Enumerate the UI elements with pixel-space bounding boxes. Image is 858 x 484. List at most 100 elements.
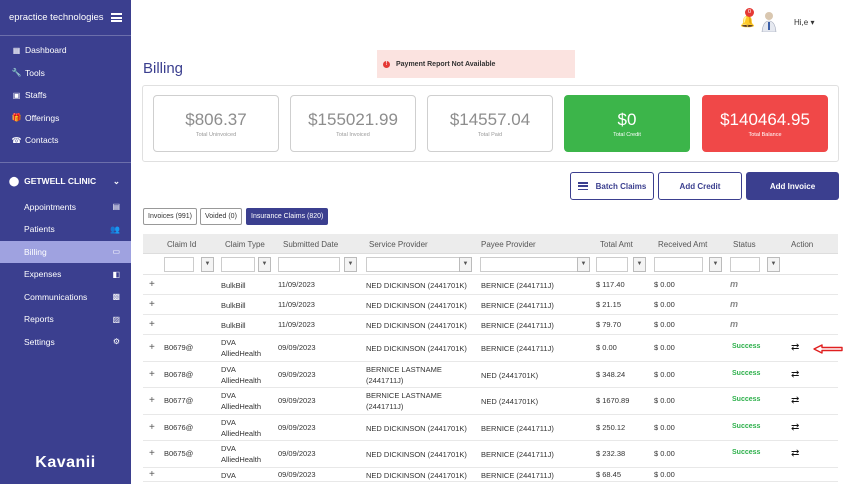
claim-type-filter-input[interactable] [221,257,255,272]
col-status-header[interactable]: Status [733,240,756,249]
sidebar-item-reports[interactable]: Reports ▨ [0,308,131,331]
sidebar-item-expenses[interactable]: Expenses ◧ [0,263,131,286]
filter-icon[interactable]: ▼ [201,257,214,272]
submitted-date: 09/09/2023 [278,449,316,458]
expand-row-icon[interactable]: + [149,448,155,459]
expand-row-icon[interactable]: + [149,319,155,330]
sidebar-item-billing[interactable]: Billing ▭ [0,240,131,263]
filter-icon[interactable]: ▼ [459,257,472,272]
filter-icon[interactable]: ▼ [344,257,357,272]
payee-provider-line: BERNICE (2441711J) [481,423,554,433]
filter-icon[interactable]: ▼ [258,257,271,272]
table-row: + B0676@ DVA AlliedHealth 09/09/2023 NED DICK… [143,415,838,441]
transfer-action-icon[interactable]: ⇄ [791,368,800,380]
total-amt: $ 117.40 [596,280,625,289]
clinic-selector[interactable]: ⬤ GETWELL CLINIC ⌄ [0,171,131,193]
service-provider: NED DICKINSON (2441701K) [366,449,467,460]
sidebar-item-offerings[interactable]: 🎁 Offerings [0,107,131,130]
claim-id[interactable]: B0678@ [164,369,194,379]
batch-claims-button[interactable]: Batch Claims [570,172,654,200]
sidebar-item-dashboard[interactable]: ▦ Dashboard [0,39,131,62]
claim-type-line: BulkBill [221,301,246,310]
expand-row-icon[interactable]: + [149,279,155,290]
sidebar-item-patients[interactable]: Patients 👥 [0,218,131,241]
report-icon: ▨ [112,314,120,324]
claim-type-line: DVA [221,417,236,427]
payee-provider-line: NED (2441701K) [481,370,539,380]
expand-row-icon[interactable]: + [149,299,155,310]
transfer-action-icon[interactable]: ⇄ [791,395,800,406]
table-row: + BulkBill 11/09/2023 NED DICKINSON (244170… [143,315,838,335]
wallet-icon: ◧ [112,269,120,279]
submitted-date-filter-input[interactable] [278,257,340,272]
claim-type: DVA AlliedHealth [221,417,261,439]
claim-type-line: DVA [221,391,236,400]
sidebar-item-label: Tools [25,67,45,78]
received-amt: $ 0.00 [654,369,675,379]
received-amt: $ 0.00 [654,343,675,352]
transfer-action-icon[interactable]: ⇄ [791,448,800,459]
filter-icon[interactable]: ▼ [633,257,646,272]
sidebar-item-staffs[interactable]: ▣ Staffs [0,84,131,107]
gear-icon: ⚙ [112,337,120,347]
expand-row-icon[interactable]: + [149,468,155,480]
transfer-action-icon[interactable]: ⇄ [791,421,800,433]
notification-badge: 0 [745,8,754,17]
tab-insurance-claims[interactable]: Insurance Claims (820) [246,208,329,225]
card-label: Total Invoiced [336,132,370,138]
service-provider-line: NED DICKINSON (2441701K) [366,470,467,480]
col-service-provider-header[interactable]: Service Provider [369,240,428,249]
expand-row-icon[interactable]: + [149,342,155,353]
filter-icon[interactable]: ▼ [767,257,780,272]
expand-row-icon[interactable]: + [149,395,155,406]
sidebar-item-communications[interactable]: Communications ▩ [0,286,131,309]
service-provider: BERNICE LASTNAME (2441711J) [366,390,442,412]
user-menu[interactable]: Hi,e ▾ [794,18,815,27]
filter-icon[interactable]: ▼ [577,257,590,272]
hamburger-menu-icon[interactable] [111,13,122,22]
claim-id[interactable]: B0677@ [164,396,194,405]
col-total-amt-header[interactable]: Total Amt [600,240,633,249]
total-amt-filter-input[interactable] [596,257,628,272]
sidebar-item-tools[interactable]: 🔧 Tools [0,62,131,85]
sidebar-item-appointments[interactable]: Appointments ▤ [0,196,131,219]
service-provider-filter-input[interactable] [366,257,460,272]
status-badge: Success [732,396,761,403]
transfer-action-icon[interactable]: ⇄ [791,342,800,353]
claim-id-filter-input[interactable] [164,257,194,272]
received-amt-filter-input[interactable] [654,257,703,272]
avatar[interactable] [761,10,777,32]
col-payee-provider-header[interactable]: Payee Provider [481,240,536,249]
sidebar-item-label: Appointments [24,201,76,212]
table-row: + DVA 09/09/2023 NED DICKINSON (2441701K) BE… [143,468,838,482]
tab-voided[interactable]: Voided (0) [200,208,242,225]
col-action-header[interactable]: Action [791,240,814,249]
filter-icon[interactable]: ▼ [709,257,722,272]
claim-id[interactable]: B0675@ [164,449,194,458]
table-body: + BulkBill 11/09/2023 NED DICKINSON (244170… [143,275,838,482]
add-credit-button[interactable]: Add Credit [658,172,742,200]
col-claim-type-header[interactable]: Claim Type [225,240,265,249]
list-icon [577,182,588,190]
expand-row-icon[interactable]: + [149,421,155,433]
col-claim-id-header[interactable]: Claim Id [167,240,197,249]
payee-provider-filter-input[interactable] [480,257,579,272]
col-submitted-date-header[interactable]: Submitted Date [283,240,339,249]
card-value: $806.37 [185,110,247,129]
claim-type-line: AlliedHealth [221,428,262,438]
add-invoice-button[interactable]: Add Invoice [746,172,839,200]
col-received-amt-header[interactable]: Received Amt [658,240,708,249]
expand-row-icon[interactable]: + [149,368,155,380]
status-filter-input[interactable] [730,257,760,272]
service-provider-line: NED DICKINSON (2441701K) [366,344,467,353]
claim-id[interactable]: B0679@ [164,343,194,352]
submitted-date: 09/09/2023 [278,369,316,379]
service-provider: NED DICKINSON (2441701K) [366,343,467,354]
sidebar-item-label: Dashboard [25,45,67,56]
sidebar-item-contacts[interactable]: ☎ Contacts [0,129,131,152]
sidebar-item-settings[interactable]: Settings ⚙ [0,331,131,354]
notification-bell-icon[interactable]: 🔔 0 [740,8,755,28]
claim-id[interactable]: B0676@ [164,422,194,432]
tab-invoices[interactable]: Invoices (991) [143,208,197,225]
payee-provider: BERNICE (2441711J) [481,470,554,481]
